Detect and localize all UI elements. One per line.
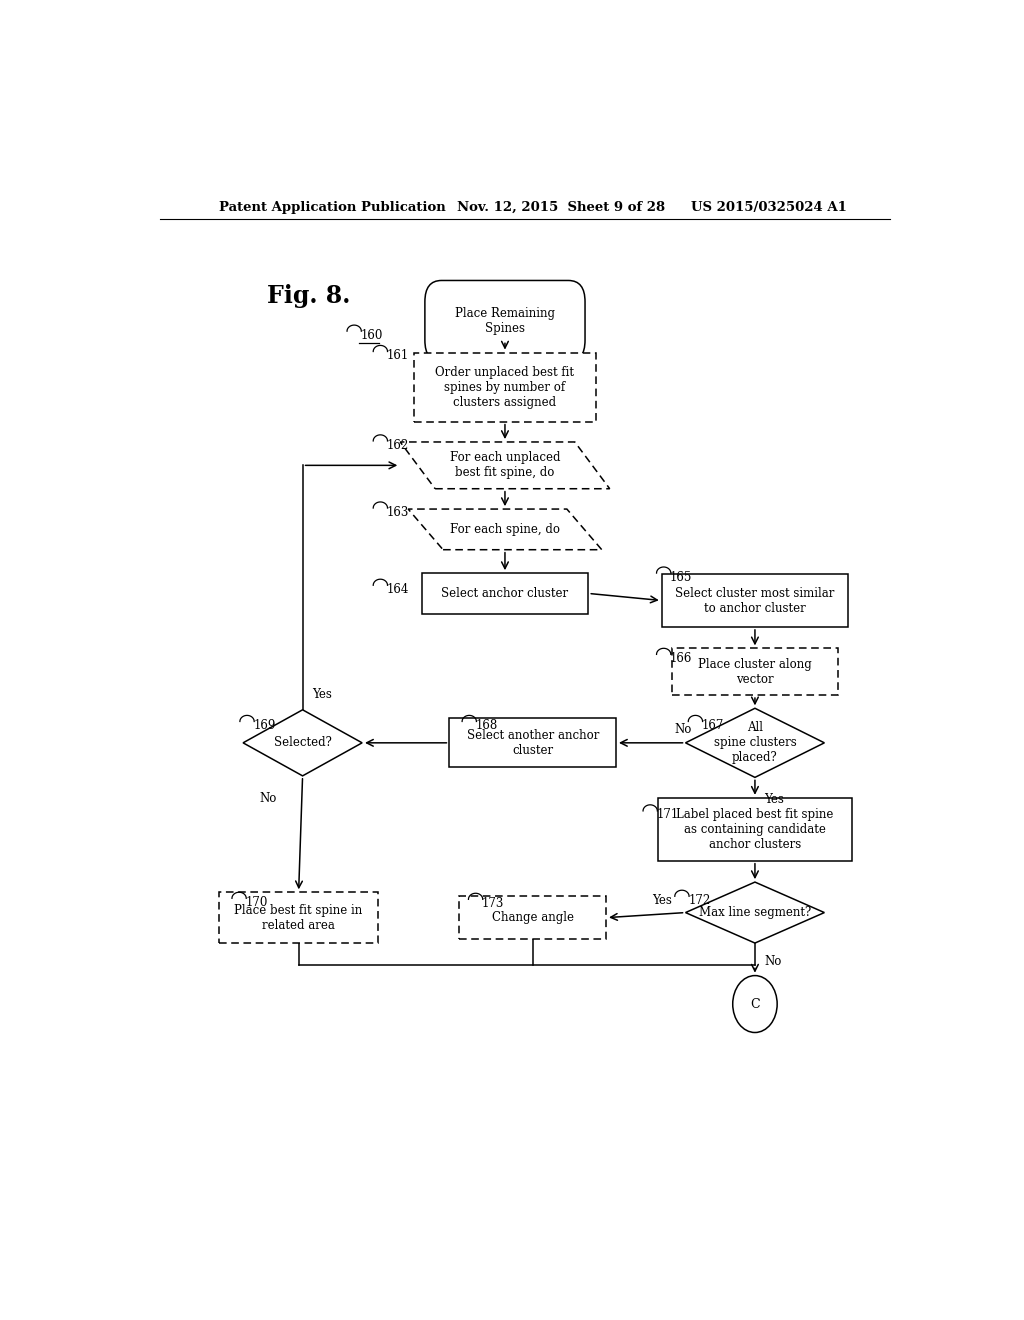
Text: Yes: Yes <box>765 793 784 807</box>
Text: 171: 171 <box>656 808 679 821</box>
FancyBboxPatch shape <box>425 280 585 362</box>
Text: Place Remaining
Spines: Place Remaining Spines <box>455 308 555 335</box>
Text: 161: 161 <box>387 348 409 362</box>
Text: For each unplaced
best fit spine, do: For each unplaced best fit spine, do <box>450 451 560 479</box>
Text: 162: 162 <box>387 438 409 451</box>
Text: Nov. 12, 2015  Sheet 9 of 28: Nov. 12, 2015 Sheet 9 of 28 <box>458 201 666 214</box>
Text: 169: 169 <box>253 719 275 733</box>
Polygon shape <box>685 709 824 777</box>
Polygon shape <box>409 510 602 549</box>
Text: Fig. 8.: Fig. 8. <box>267 284 350 308</box>
Text: 166: 166 <box>670 652 692 665</box>
Text: 164: 164 <box>387 583 410 595</box>
Text: Order unplaced best fit
spines by number of
clusters assigned: Order unplaced best fit spines by number… <box>435 366 574 409</box>
Text: Select another anchor
cluster: Select another anchor cluster <box>467 729 599 756</box>
Text: C: C <box>751 998 760 1011</box>
Bar <box>672 648 839 696</box>
Polygon shape <box>685 882 824 942</box>
Text: Place cluster along
vector: Place cluster along vector <box>698 657 812 685</box>
Bar <box>657 797 852 861</box>
Bar <box>662 574 848 627</box>
Text: Select anchor cluster: Select anchor cluster <box>441 587 568 599</box>
Bar <box>219 892 378 942</box>
Polygon shape <box>243 710 362 776</box>
Text: No: No <box>259 792 276 805</box>
Text: 168: 168 <box>475 719 498 733</box>
Text: Select cluster most similar
to anchor cluster: Select cluster most similar to anchor cl… <box>675 586 835 615</box>
Text: Place best fit spine in
related area: Place best fit spine in related area <box>234 904 362 932</box>
Text: All
spine clusters
placed?: All spine clusters placed? <box>714 721 797 764</box>
Text: Max line segment?: Max line segment? <box>698 906 811 919</box>
Text: US 2015/0325024 A1: US 2015/0325024 A1 <box>691 201 847 214</box>
Text: Selected?: Selected? <box>273 737 332 750</box>
Text: 160: 160 <box>360 329 383 342</box>
Text: 165: 165 <box>670 570 692 583</box>
Text: No: No <box>765 954 782 968</box>
Text: Yes: Yes <box>652 894 672 907</box>
Bar <box>414 352 596 421</box>
Text: 173: 173 <box>482 896 505 909</box>
Text: Patent Application Publication: Patent Application Publication <box>219 201 446 214</box>
Text: 163: 163 <box>387 506 410 519</box>
Text: Label placed best fit spine
as containing candidate
anchor clusters: Label placed best fit spine as containin… <box>676 808 834 850</box>
Text: 172: 172 <box>688 894 711 907</box>
Text: For each spine, do: For each spine, do <box>450 523 560 536</box>
Circle shape <box>733 975 777 1032</box>
Bar <box>450 718 616 767</box>
Text: Yes: Yes <box>312 688 332 701</box>
Bar <box>422 573 588 614</box>
Bar <box>460 896 606 939</box>
Text: 170: 170 <box>246 896 268 909</box>
Text: No: No <box>674 723 691 737</box>
Text: Change angle: Change angle <box>492 911 573 924</box>
Polygon shape <box>400 442 609 488</box>
Text: 167: 167 <box>701 719 724 733</box>
